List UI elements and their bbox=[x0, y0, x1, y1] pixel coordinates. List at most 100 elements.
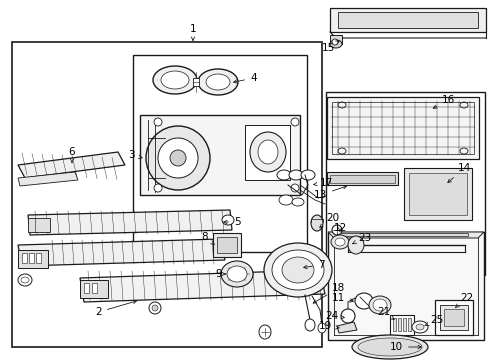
Ellipse shape bbox=[198, 69, 238, 95]
Text: 22: 22 bbox=[454, 293, 472, 308]
Text: 8: 8 bbox=[201, 232, 214, 244]
Ellipse shape bbox=[205, 74, 229, 90]
Ellipse shape bbox=[340, 309, 354, 323]
Bar bbox=[133, 55, 306, 252]
Ellipse shape bbox=[158, 138, 198, 178]
Text: 3: 3 bbox=[128, 150, 142, 160]
Polygon shape bbox=[337, 233, 467, 236]
Ellipse shape bbox=[146, 126, 209, 190]
Polygon shape bbox=[327, 232, 483, 238]
Text: 21: 21 bbox=[376, 307, 393, 319]
Polygon shape bbox=[18, 172, 78, 186]
Ellipse shape bbox=[330, 235, 348, 249]
Bar bbox=[443, 309, 463, 326]
Ellipse shape bbox=[264, 243, 331, 297]
Ellipse shape bbox=[276, 170, 290, 180]
Polygon shape bbox=[337, 12, 477, 28]
Ellipse shape bbox=[357, 338, 421, 356]
Bar bbox=[439, 305, 467, 330]
Bar bbox=[36, 253, 41, 263]
Ellipse shape bbox=[368, 296, 390, 314]
Text: 1: 1 bbox=[189, 24, 196, 40]
Ellipse shape bbox=[291, 198, 304, 206]
Ellipse shape bbox=[334, 238, 345, 246]
Text: 15: 15 bbox=[321, 41, 339, 53]
Text: 10: 10 bbox=[389, 342, 421, 352]
Ellipse shape bbox=[154, 118, 162, 126]
Bar bbox=[29, 253, 34, 263]
Ellipse shape bbox=[317, 323, 325, 333]
Bar bbox=[193, 78, 199, 86]
Ellipse shape bbox=[21, 277, 29, 283]
Text: 5: 5 bbox=[223, 217, 240, 227]
Polygon shape bbox=[326, 172, 397, 185]
Text: 2: 2 bbox=[95, 300, 136, 317]
Ellipse shape bbox=[249, 132, 285, 172]
Ellipse shape bbox=[222, 215, 234, 225]
Text: 9: 9 bbox=[215, 269, 224, 279]
Ellipse shape bbox=[282, 257, 313, 283]
Ellipse shape bbox=[288, 170, 303, 180]
Bar bbox=[325, 92, 484, 275]
Ellipse shape bbox=[161, 71, 189, 89]
Text: 18: 18 bbox=[312, 283, 345, 303]
Bar bbox=[12, 42, 321, 347]
Text: 4: 4 bbox=[233, 73, 256, 83]
Bar bbox=[392, 318, 395, 331]
Text: 14: 14 bbox=[447, 163, 470, 183]
Text: 25: 25 bbox=[424, 315, 442, 326]
Ellipse shape bbox=[154, 184, 162, 192]
Polygon shape bbox=[140, 115, 299, 195]
Bar bbox=[397, 318, 400, 331]
Text: 7: 7 bbox=[303, 260, 324, 270]
Ellipse shape bbox=[221, 261, 252, 287]
Ellipse shape bbox=[301, 170, 314, 180]
Ellipse shape bbox=[347, 236, 363, 254]
Ellipse shape bbox=[331, 225, 341, 235]
Ellipse shape bbox=[271, 250, 324, 290]
Polygon shape bbox=[18, 152, 125, 178]
Bar bbox=[434, 300, 472, 335]
Bar bbox=[331, 102, 473, 154]
Bar bbox=[403, 168, 471, 220]
Ellipse shape bbox=[152, 305, 158, 311]
Ellipse shape bbox=[329, 40, 341, 48]
Bar bbox=[28, 218, 50, 232]
Text: 13: 13 bbox=[313, 186, 346, 200]
Ellipse shape bbox=[310, 215, 323, 231]
Ellipse shape bbox=[153, 66, 197, 94]
Ellipse shape bbox=[259, 325, 270, 339]
Ellipse shape bbox=[331, 39, 337, 45]
Bar bbox=[244, 125, 289, 180]
Polygon shape bbox=[326, 97, 478, 159]
Bar bbox=[80, 280, 108, 298]
Polygon shape bbox=[80, 270, 325, 302]
Bar bbox=[402, 318, 405, 331]
Bar bbox=[329, 175, 394, 183]
Ellipse shape bbox=[18, 274, 32, 286]
Polygon shape bbox=[18, 239, 224, 266]
Ellipse shape bbox=[279, 195, 292, 205]
Ellipse shape bbox=[415, 324, 423, 330]
Text: 6: 6 bbox=[68, 147, 75, 163]
Text: 20: 20 bbox=[319, 213, 339, 228]
Bar bbox=[407, 318, 410, 331]
Ellipse shape bbox=[372, 299, 386, 311]
Bar bbox=[217, 237, 237, 253]
Ellipse shape bbox=[411, 321, 427, 333]
Polygon shape bbox=[329, 35, 341, 44]
Ellipse shape bbox=[351, 335, 427, 359]
Text: 12: 12 bbox=[333, 223, 346, 233]
Text: 19: 19 bbox=[318, 321, 338, 331]
Text: 24: 24 bbox=[324, 311, 344, 321]
Bar bbox=[389, 315, 413, 335]
Bar bbox=[213, 233, 241, 257]
Text: 17: 17 bbox=[313, 178, 332, 188]
Bar bbox=[18, 250, 48, 268]
Bar bbox=[408, 173, 466, 215]
Ellipse shape bbox=[290, 118, 298, 126]
Text: 16: 16 bbox=[432, 95, 454, 108]
Ellipse shape bbox=[258, 140, 278, 164]
Ellipse shape bbox=[226, 266, 246, 282]
Ellipse shape bbox=[149, 302, 161, 314]
